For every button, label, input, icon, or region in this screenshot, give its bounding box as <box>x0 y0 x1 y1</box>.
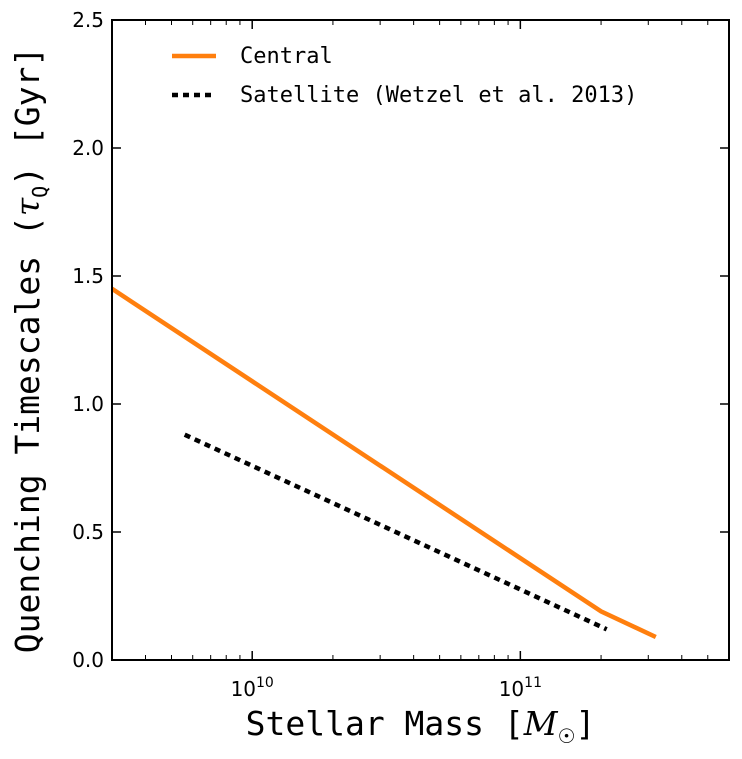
series-lines <box>110 286 657 640</box>
plot-frame <box>111 19 730 661</box>
x-tick-label: 1011 <box>499 675 542 701</box>
x-tick-label: 1010 <box>231 675 274 701</box>
satellite-series-line <box>183 432 608 632</box>
y-tick-label: 1.0 <box>72 392 104 416</box>
y-tick-label: 1.5 <box>72 264 104 288</box>
axis-ticks: 0.0 0.5 1.0 1.5 2.0 2.5 1010 1011 <box>72 8 730 701</box>
x-axis-title: Stellar Mass [M☉] <box>246 704 596 748</box>
legend-label: Central <box>240 44 333 69</box>
y-axis-title: Quenching Timescales (τQ) [Gyr] <box>8 47 52 653</box>
legend-label: Satellite (Wetzel et al. 2013) <box>240 83 637 108</box>
y-tick-label: 2.5 <box>72 8 104 32</box>
legend: Central Satellite (Wetzel et al. 2013) <box>172 44 637 108</box>
central-series-line <box>110 286 657 640</box>
y-tick-label: 2.0 <box>72 136 104 160</box>
y-tick-label: 0.0 <box>72 648 104 672</box>
y-tick-label: 0.5 <box>72 520 104 544</box>
